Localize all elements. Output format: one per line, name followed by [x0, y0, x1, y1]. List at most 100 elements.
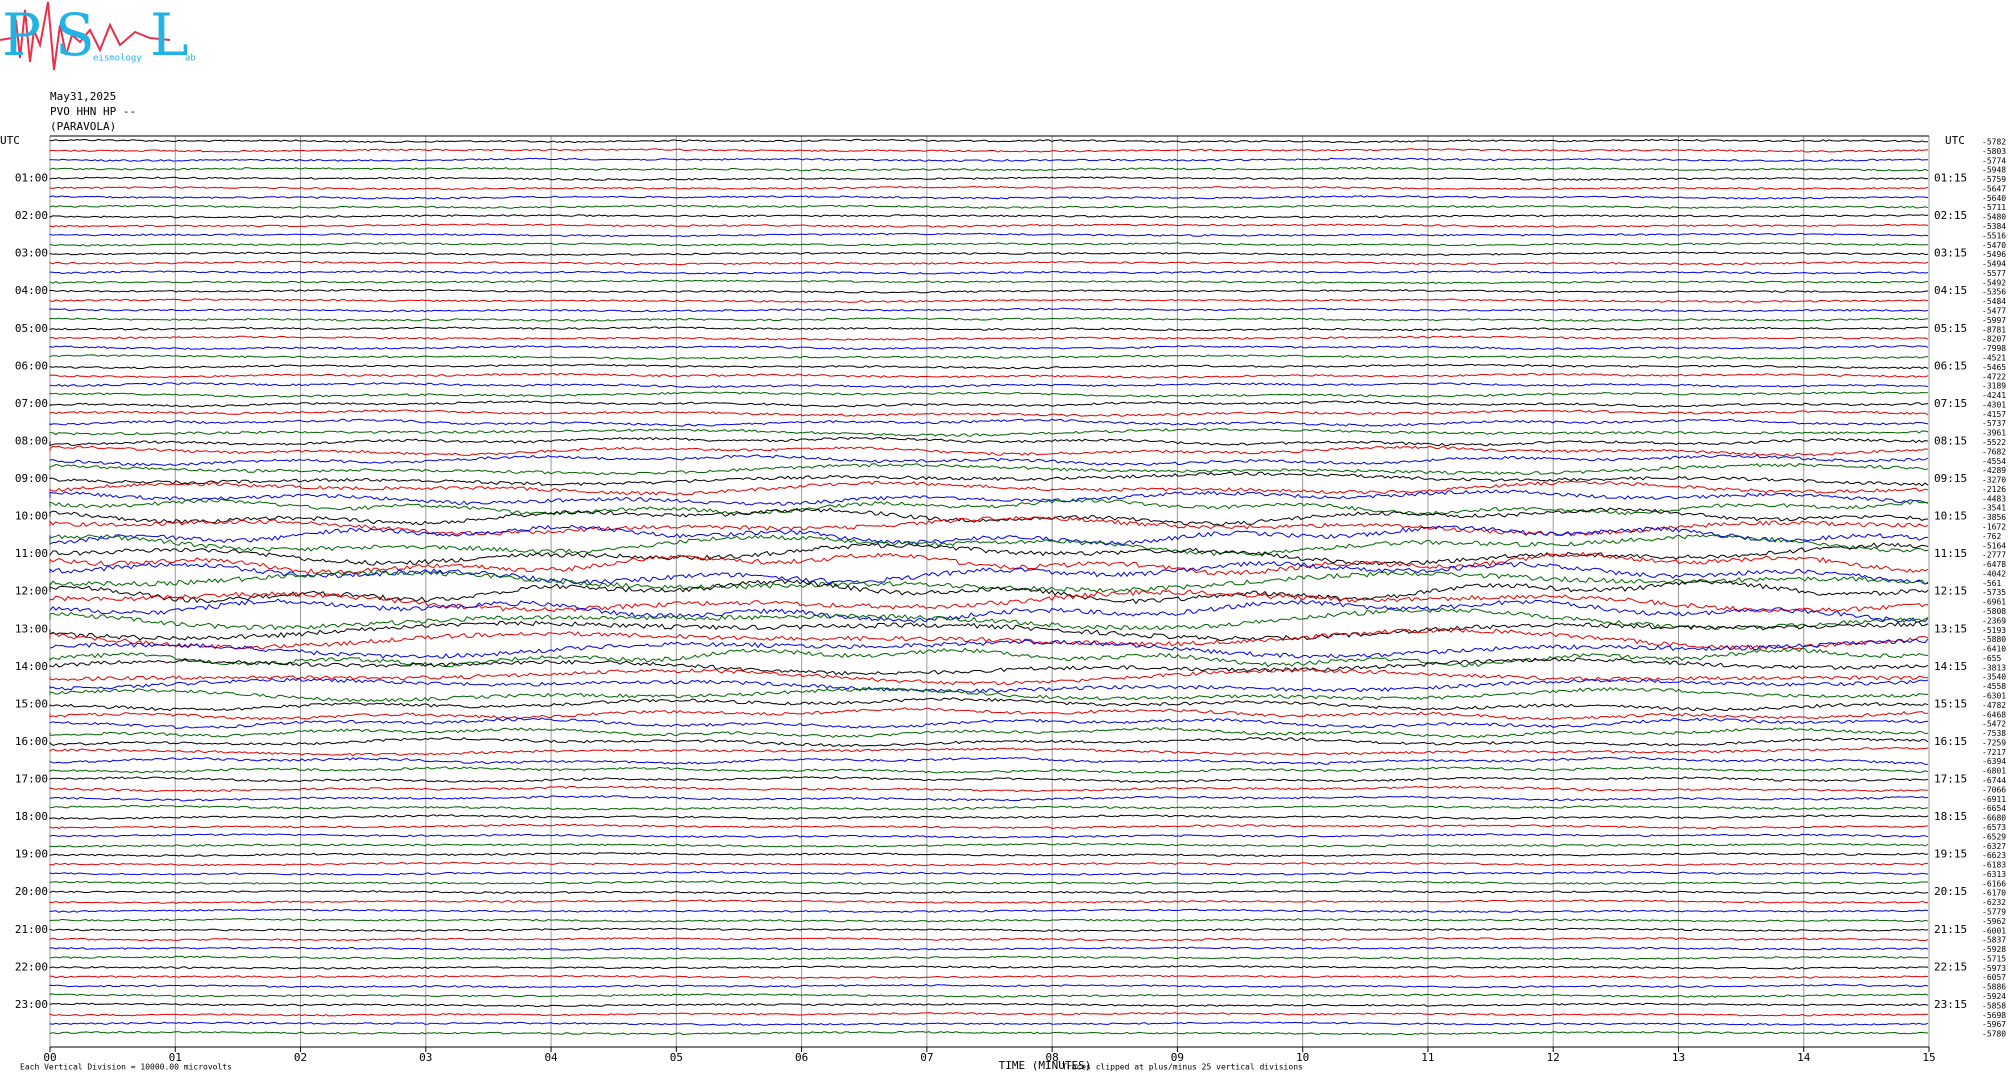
trace — [49, 677, 1929, 694]
x-tick-label: 12 — [1547, 1051, 1560, 1064]
right-hour-label: 11:15 — [1934, 547, 1967, 560]
trace — [49, 627, 1929, 651]
trace-offset: -6327 — [1982, 842, 2006, 851]
trace-offset: -5924 — [1982, 992, 2006, 1001]
trace-offset: -6529 — [1982, 832, 2006, 841]
trace-offset: -5193 — [1982, 626, 2006, 635]
trace-offset: -6573 — [1982, 823, 2006, 832]
trace — [49, 983, 1929, 989]
trace — [49, 223, 1929, 228]
trace — [49, 842, 1929, 848]
trace — [49, 697, 1929, 712]
right-hour-label: 23:15 — [1934, 998, 1967, 1011]
x-axis-title: TIME (MINUTES) — [999, 1059, 1092, 1072]
right-hour-label: 18:15 — [1934, 810, 1967, 823]
trace — [49, 326, 1929, 332]
trace — [49, 647, 1929, 668]
trace-offset: -4782 — [1982, 701, 2006, 710]
trace — [49, 880, 1928, 885]
logo-word: eismology — [93, 54, 142, 64]
date: May31,2025 — [50, 90, 116, 103]
trace — [49, 480, 1929, 496]
left-utc-label: UTC — [0, 134, 20, 147]
x-tick-label: 01 — [169, 1051, 182, 1064]
trace-offset: -5480 — [1982, 213, 2006, 222]
trace-offset: -6468 — [1982, 710, 2006, 719]
trace-offset: -3540 — [1982, 673, 2006, 682]
trace — [49, 620, 1929, 642]
right-hour-label: 16:15 — [1934, 735, 1967, 748]
trace-offset: -6170 — [1982, 889, 2006, 898]
trace — [49, 372, 1929, 379]
trace-offset: -8781 — [1982, 325, 2006, 334]
trace-offset: -6410 — [1982, 645, 2006, 654]
trace-offset: -5735 — [1982, 588, 2006, 597]
left-hour-label: 22:00 — [15, 960, 48, 973]
trace-offset: -4558 — [1982, 682, 2006, 691]
x-tick-label: 03 — [419, 1051, 432, 1064]
trace-offset: -5737 — [1982, 419, 2006, 428]
trace — [49, 471, 1929, 487]
right-hour-label: 17:15 — [1934, 773, 1967, 786]
right-hour-label: 02:15 — [1934, 209, 1967, 222]
trace-offset: -5803 — [1982, 147, 2006, 156]
trace — [49, 409, 1929, 417]
right-hour-label: 01:15 — [1934, 172, 1967, 185]
trace — [49, 242, 1929, 247]
trace-offset: -7538 — [1982, 729, 2006, 738]
scale-note: Each Vertical Division = 10000.00 microv… — [20, 1063, 232, 1072]
trace — [49, 598, 1929, 624]
trace-offset: -5973 — [1982, 964, 2006, 973]
logo-letter: P — [2, 1, 41, 69]
logo: P S L eismology ab — [0, 1, 196, 71]
trace — [49, 746, 1929, 757]
x-tick-label: 08 — [1046, 1051, 1059, 1064]
trace — [49, 804, 1929, 811]
left-hour-label: 06:00 — [15, 359, 48, 372]
right-hour-label: 15:15 — [1934, 697, 1967, 710]
trace — [49, 814, 1929, 820]
trace — [49, 776, 1929, 783]
trace-offset: -5886 — [1982, 983, 2006, 992]
right-hour-label: 10:15 — [1934, 510, 1967, 523]
trace — [49, 551, 1929, 576]
trace-offset: -6478 — [1982, 560, 2006, 569]
logo-letter: L — [150, 1, 189, 69]
left-hour-label: 21:00 — [15, 923, 48, 936]
x-tick-label: 04 — [544, 1051, 558, 1064]
right-utc-label: UTC — [1945, 134, 1965, 147]
trace-offset: -7682 — [1982, 447, 2006, 456]
trace — [49, 668, 1929, 686]
trace — [49, 657, 1929, 676]
trace-offset: -5967 — [1982, 1020, 2006, 1029]
right-hour-label: 20:15 — [1934, 885, 1967, 898]
trace-offset: -4554 — [1982, 457, 2006, 466]
trace — [49, 1030, 1928, 1036]
trace — [49, 1002, 1929, 1008]
trace — [49, 298, 1929, 303]
trace — [49, 157, 1928, 162]
x-tick-label: 15 — [1922, 1051, 1935, 1064]
clip-note: Traces clipped at plus/minus 25 vertical… — [1062, 1063, 1303, 1072]
trace — [49, 946, 1929, 951]
trace-offset: -4042 — [1982, 569, 2006, 578]
trace — [49, 717, 1929, 730]
logo-letter: S — [55, 1, 95, 69]
trace-offset: -5962 — [1982, 917, 2006, 926]
trace — [49, 569, 1929, 593]
trace — [49, 270, 1929, 275]
trace-offset: -4722 — [1982, 372, 2006, 381]
trace — [49, 515, 1929, 537]
trace — [49, 489, 1929, 506]
left-hour-label: 15:00 — [15, 697, 48, 710]
left-hour-label: 01:00 — [15, 172, 48, 185]
right-hour-label: 19:15 — [1934, 848, 1967, 861]
trace — [49, 288, 1929, 294]
left-hour-label: 23:00 — [15, 998, 48, 1011]
left-hour-label: 19:00 — [15, 848, 48, 861]
trace-offset: -561 — [1982, 579, 2001, 588]
trace-offset: -6166 — [1982, 879, 2006, 888]
right-hour-label: 09:15 — [1934, 472, 1967, 485]
trace-offset: -3813 — [1982, 663, 2006, 672]
